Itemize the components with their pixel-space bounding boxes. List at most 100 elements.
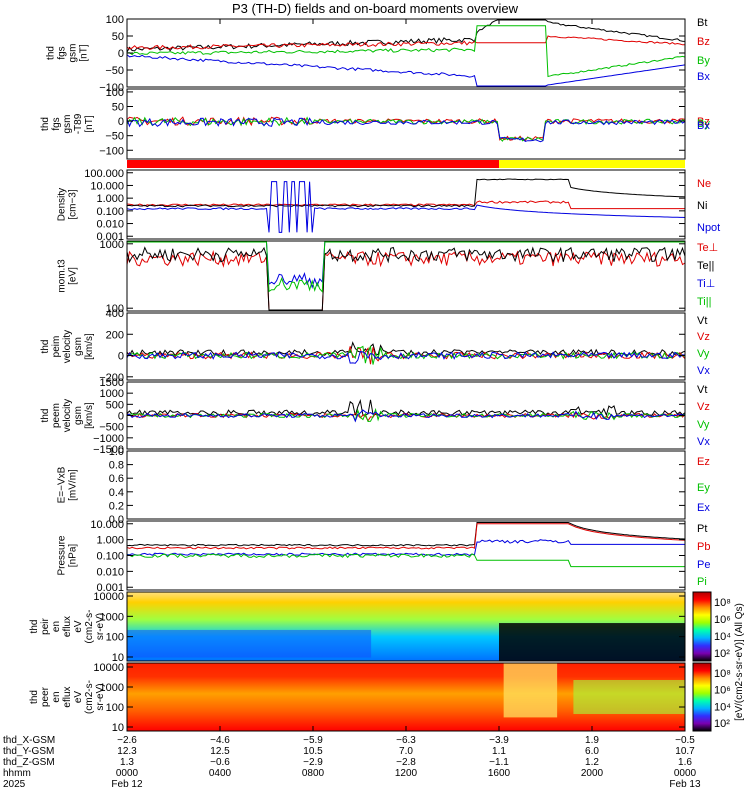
colorbar-tick: 10⁶ xyxy=(714,685,731,697)
panel-peir_eflux: 10000 1000 100 10 thdpeirenefluxeV(cm2-s-sr-… xyxy=(29,591,686,664)
ylabel-line: -T89 xyxy=(73,113,84,134)
ytick-label: 100 xyxy=(106,632,124,644)
ephemeris-label: hhmm xyxy=(3,768,31,779)
series-line-Npot xyxy=(126,181,686,233)
legend-Bt: Bt xyxy=(697,17,707,29)
legend-Pi: Pi xyxy=(697,576,707,588)
time-tick-label: 0400 xyxy=(209,768,232,779)
legend-Pb: Pb xyxy=(697,541,710,553)
ylabel-line: fgs xyxy=(57,46,68,59)
ylabel-line: velocity xyxy=(62,399,73,432)
ylabel-line: gsm xyxy=(62,115,73,134)
ephemeris-value-x_gsm: −6.3 xyxy=(396,735,416,746)
ylabel-line: thd xyxy=(29,690,40,704)
ylabel-line: fgs xyxy=(51,117,62,130)
ylabel-line: en xyxy=(51,691,62,702)
series-line-Pb xyxy=(126,523,686,550)
ylabel-line: [nPa] xyxy=(68,544,79,568)
ytick-label: 0 xyxy=(118,116,124,128)
time-tick-label: 1200 xyxy=(395,768,418,779)
series-line-Bx xyxy=(126,54,686,87)
colorbar-tick: 10² xyxy=(714,718,730,730)
ephemeris-value-x_gsm: −2.6 xyxy=(117,735,137,746)
legend-Vy: Vy xyxy=(697,419,710,431)
date-label: Feb 12 xyxy=(111,779,143,790)
ylabel-line: peim xyxy=(51,336,62,358)
ephemeris-value-y_gsm: 10.7 xyxy=(675,746,695,757)
ephemeris-value-y_gsm: 10.5 xyxy=(303,746,323,757)
panel-frame xyxy=(126,88,686,160)
ytick-label: −50 xyxy=(105,131,124,143)
ytick-label: 0.2 xyxy=(109,500,124,512)
panel-fgs_gsm: 100 50 0 −50 −100 thdfgsgsm[nT] Bt Bz By Bx xyxy=(46,14,711,94)
ytick-label: −100 xyxy=(99,145,124,157)
panel-efield: 1.0 0.80.6 0.40.2 0.0 E=−VxB[mV/m] Ez Ey Ex xyxy=(57,446,711,526)
ytick-label: 0 xyxy=(118,48,124,60)
legend-Ey: Ey xyxy=(697,482,710,494)
ytick-label: 400 xyxy=(106,308,124,320)
ephemeris-value-z_gsm: 1.2 xyxy=(585,757,599,768)
panel-frame xyxy=(126,169,686,240)
date-label: Feb 13 xyxy=(669,779,701,790)
ylabel-line: [mV/m] xyxy=(68,469,79,501)
ytick-label: 0 xyxy=(118,411,124,423)
ephemeris-value-z_gsm: −2.8 xyxy=(396,757,416,768)
ephemeris-label: thd_Z-GSM xyxy=(3,757,55,768)
ytick-label: 100.000 xyxy=(84,168,124,180)
ephemeris-value-x_gsm: −5.9 xyxy=(303,735,323,746)
ytick-label: 0.001 xyxy=(96,582,124,594)
time-tick-label: 0000 xyxy=(674,768,697,779)
legend-Vz: Vz xyxy=(697,331,710,343)
ytick-label: 500 xyxy=(106,399,124,411)
ephemeris-value-y_gsm: 12.3 xyxy=(117,746,137,757)
ylabel-line: thd xyxy=(40,340,51,354)
ylabel-line: [nT] xyxy=(84,115,95,132)
panel-mode_bar xyxy=(127,160,685,168)
time-tick-label: 0000 xyxy=(116,768,139,779)
ylabel-line: thd xyxy=(29,620,40,634)
series-line-Ti|| xyxy=(127,241,685,293)
ytick-label: 0.8 xyxy=(109,460,124,472)
time-tick-label: 1600 xyxy=(488,768,511,779)
ylabel-line: thd xyxy=(40,409,51,423)
ylabel-line: [nT] xyxy=(79,44,90,61)
series-line-Ni xyxy=(126,178,686,208)
colorbar-tick: 10⁴ xyxy=(714,631,731,643)
ylabel-line: thd xyxy=(40,117,51,131)
ylabel-line: gsm xyxy=(73,406,84,425)
heatmap-blue-region xyxy=(127,629,372,658)
ylabel: thdpeimvelocitygsm[km/s] xyxy=(40,330,95,363)
colorbar-tick: 10⁶ xyxy=(714,614,731,626)
ephemeris-value-z_gsm: 1.6 xyxy=(678,757,692,768)
ytick-label: −200 xyxy=(99,372,124,384)
ylabel: thdfgsgsm[nT] xyxy=(46,44,90,63)
ytick-label: 100 xyxy=(106,87,124,99)
ytick-label: 10000 xyxy=(93,662,124,674)
ytick-label: 0.010 xyxy=(96,566,124,578)
series-line-Ne xyxy=(126,200,685,210)
series-line-Bx xyxy=(126,117,686,143)
ytick-label: 0 xyxy=(118,351,124,363)
ylabel-line: peir xyxy=(40,617,51,634)
series-line-Pt xyxy=(126,522,686,547)
legend-Ti⊥: Ti⊥ xyxy=(697,278,715,290)
ylabel-line: gsm xyxy=(68,44,79,63)
legend-Ni: Ni xyxy=(697,200,707,212)
ylabel-line: [km/s] xyxy=(84,333,95,360)
ylabel-line: eflux xyxy=(62,686,73,707)
legend-Ne: Ne xyxy=(697,178,711,190)
ylabel-line: mom.t3 xyxy=(57,259,68,293)
ytick-label: −1000 xyxy=(93,433,124,445)
ytick-label: 10.000 xyxy=(90,519,124,531)
year-label: 2025 xyxy=(3,779,26,790)
ytick-label: 10000 xyxy=(93,591,124,603)
panel-peim_velocity: 400 200 0 −200 thdpeimvelocitygsm[km/s] Vt Vz V… xyxy=(40,308,710,384)
colorbar-tick: 10⁴ xyxy=(714,701,731,713)
ytick-label: −500 xyxy=(99,422,124,434)
series-line-Pi xyxy=(126,553,685,568)
ytick-label: 1.000 xyxy=(96,535,124,547)
ytick-label: 10.000 xyxy=(90,180,124,192)
panel-frame xyxy=(126,312,686,381)
